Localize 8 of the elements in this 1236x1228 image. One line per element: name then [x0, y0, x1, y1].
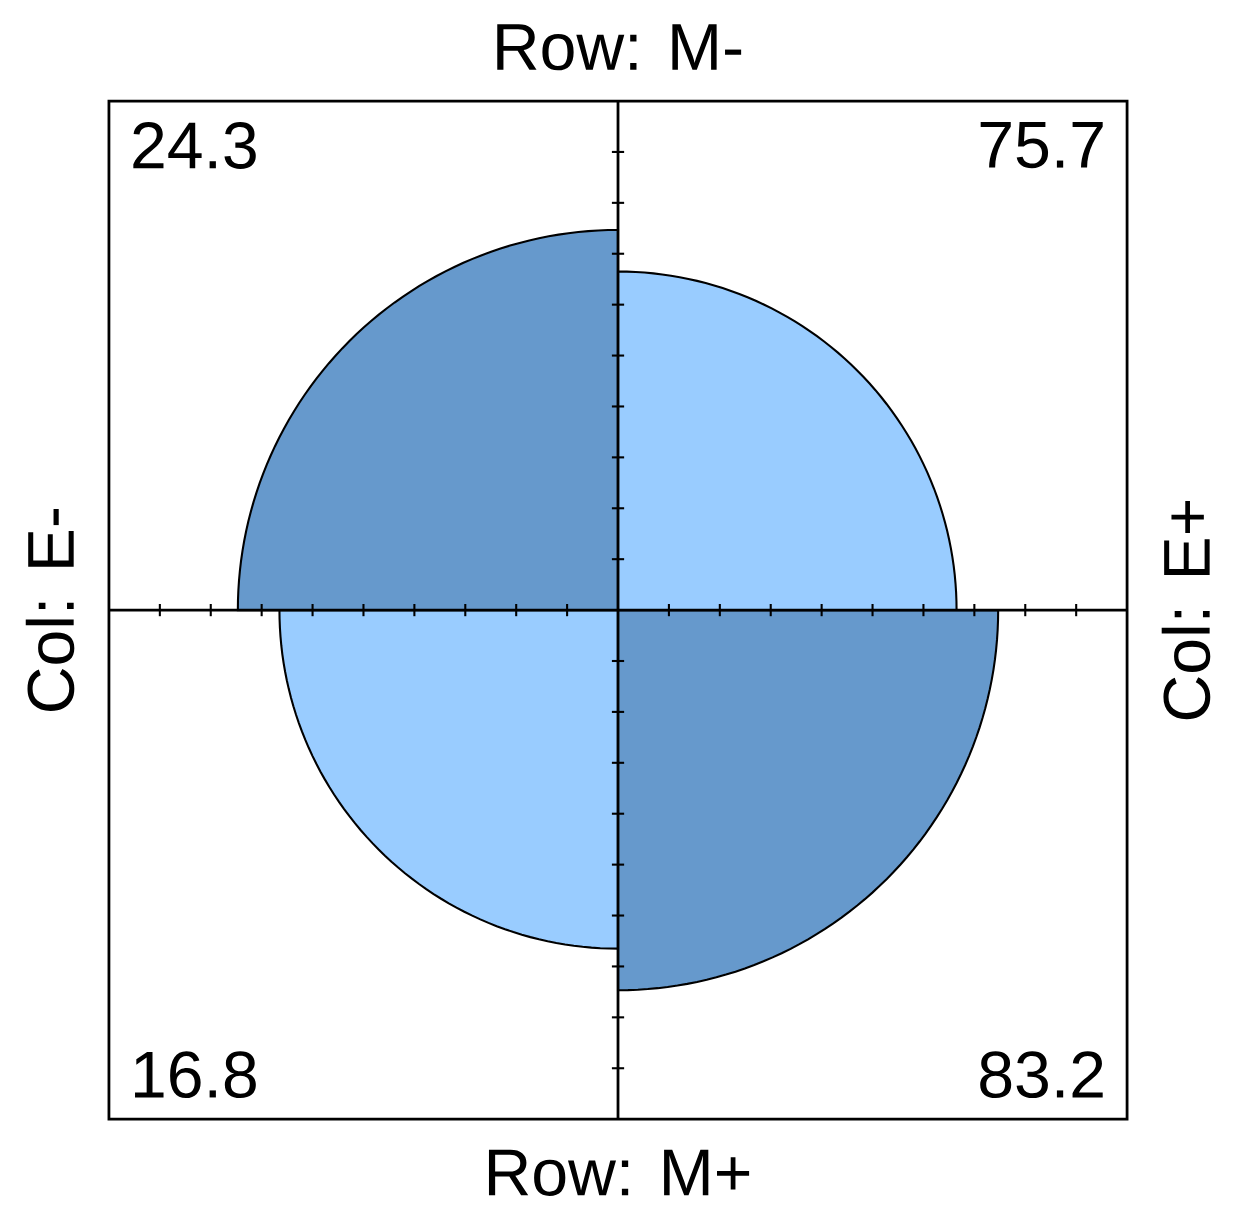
data-label: 75.7	[980, 122, 1103, 169]
text: Col: E-	[25, 508, 75, 711]
data-label: 83.2	[980, 1051, 1103, 1099]
text: Row: M+	[488, 1149, 750, 1196]
text: Col: E+	[1161, 500, 1211, 720]
data-label: 24.3	[133, 122, 256, 169]
text: Row: M-	[497, 24, 742, 71]
data-label: 16.8	[135, 1051, 256, 1099]
